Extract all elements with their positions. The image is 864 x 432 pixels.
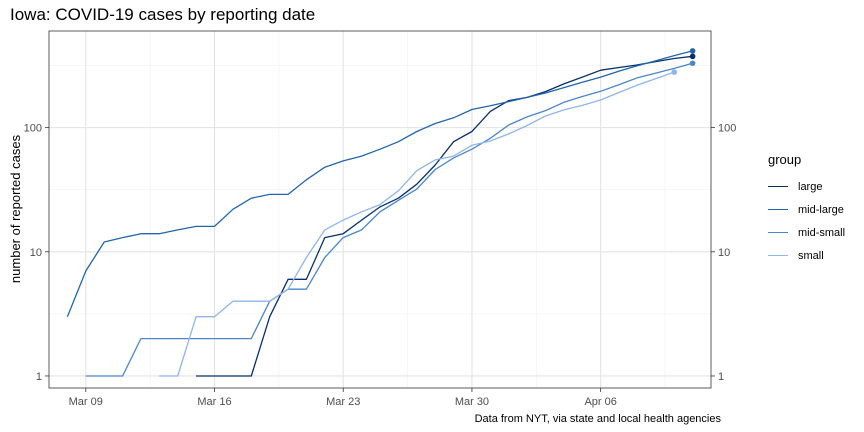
series-lines <box>66 48 696 377</box>
series-line-large <box>196 55 693 377</box>
x-tick-label: Mar 23 <box>326 396 360 408</box>
y-tick-label-right: 1 <box>718 371 724 383</box>
grid-lines <box>49 31 711 388</box>
series-endpoint-large <box>689 53 696 60</box>
chart-title: Iowa: COVID-19 cases by reporting date <box>10 5 316 24</box>
y-tick-label-left: 100 <box>24 123 42 135</box>
legend-key-mid-small <box>768 232 788 233</box>
chart-caption: Data from NYT, via state and local healt… <box>474 413 721 425</box>
legend: group large mid-large mid-small small <box>768 152 845 267</box>
axes: Mar 09 Mar 16 Mar 23 Mar 30 Apr 06 1 1 10 10 100 1… <box>24 123 737 408</box>
legend-label-mid-small: mid-small <box>798 226 846 239</box>
legend-item-large: large <box>768 175 845 198</box>
x-tick-label: Mar 09 <box>69 396 103 408</box>
x-tick-label: Mar 30 <box>455 396 489 408</box>
series-line-small <box>159 71 675 377</box>
series-endpoint-small <box>671 69 678 75</box>
series-line-mid-small <box>85 62 693 377</box>
series-line-mid-large <box>66 50 693 317</box>
legend-key-small <box>768 255 788 256</box>
y-tick-label-left: 1 <box>36 371 42 383</box>
legend-label-large: large <box>798 180 823 193</box>
y-tick-label-right: 100 <box>718 123 736 135</box>
legend-title: group <box>768 152 802 167</box>
legend-item-mid-small: mid-small <box>768 221 845 244</box>
legend-key-mid-large <box>768 209 788 210</box>
legend-label-mid-large: mid-large <box>798 203 844 216</box>
x-tick-label: Mar 16 <box>197 396 231 408</box>
y-tick-label-left: 10 <box>30 247 42 259</box>
series-endpoint-mid-large <box>689 48 696 54</box>
legend-item-small: small <box>768 244 845 267</box>
legend-item-mid-large: mid-large <box>768 198 845 221</box>
legend-label-small: small <box>798 249 824 262</box>
plot-panel-border <box>48 30 712 389</box>
legend-key-large <box>768 186 788 187</box>
series-endpoint-mid-small <box>689 60 696 67</box>
y-tick-label-right: 10 <box>718 247 730 259</box>
x-tick-label: Apr 06 <box>584 396 616 408</box>
y-axis-label: number of reported cases <box>8 134 23 283</box>
